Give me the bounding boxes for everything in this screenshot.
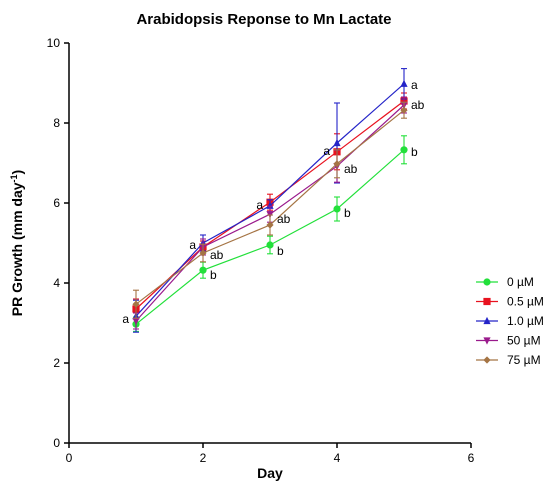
data-point — [333, 138, 341, 147]
annotation-label: a — [122, 312, 129, 326]
annotation-label: b — [411, 145, 418, 159]
legend-label: 50 µM — [507, 334, 541, 348]
x-tick-label: 6 — [468, 451, 475, 465]
annotation-label: ab — [277, 212, 291, 226]
series-4 — [132, 101, 408, 319]
legend-item: 0.5 µM — [476, 295, 544, 309]
y-axis-label: PR Growth (mm day-1) — [9, 170, 25, 316]
data-point — [266, 201, 274, 209]
annotation-label: b — [344, 206, 351, 220]
data-point — [199, 266, 207, 274]
data-point — [132, 300, 140, 308]
y-axis-label-main: PR Growth (mm day — [9, 182, 25, 316]
annotation-label: a — [323, 144, 330, 158]
y-axis-label-superscript: -1 — [9, 174, 19, 182]
data-point — [266, 241, 274, 249]
legend-label: 0.5 µM — [507, 295, 544, 309]
data-point — [333, 160, 341, 168]
annotation-label: a — [256, 198, 263, 212]
data-point — [400, 106, 408, 114]
annotation-label: ab — [344, 162, 358, 176]
x-axis-label: Day — [257, 465, 283, 481]
legend-item: 50 µM — [476, 334, 541, 348]
data-point — [266, 221, 274, 229]
axes: 0 2 4 6 0 2 4 6 8 10 — [47, 36, 475, 465]
data-point — [132, 317, 140, 326]
y-tick-label: 6 — [53, 196, 60, 210]
legend-marker — [483, 356, 491, 364]
chart-title: Arabidopsis Reponse to Mn Lactate — [136, 11, 391, 28]
legend-item: 75 µM — [476, 353, 541, 367]
legend-label: 75 µM — [507, 353, 541, 367]
data-point — [400, 146, 408, 154]
y-tick-label: 10 — [47, 36, 61, 50]
legend-label: 1.0 µM — [507, 314, 544, 328]
annotation-label: b — [210, 268, 217, 282]
y-tick-label: 2 — [53, 356, 60, 370]
legend-marker — [483, 278, 491, 286]
annotation-label: a — [411, 78, 418, 92]
y-tick-label: 0 — [53, 436, 60, 450]
annotation-label: a — [189, 238, 196, 252]
legend-marker — [483, 337, 491, 345]
data-point — [400, 79, 408, 87]
series-0 — [132, 135, 408, 332]
x-tick-label: 4 — [334, 451, 341, 465]
annotation-label: b — [277, 244, 284, 258]
legend-marker — [483, 297, 491, 306]
legend-label: 0 µM — [507, 275, 534, 289]
data-point — [333, 205, 341, 213]
legend-marker — [483, 316, 491, 325]
y-tick-label: 8 — [53, 116, 60, 130]
y-axis-label-close: ) — [9, 170, 25, 175]
x-tick-label: 0 — [66, 451, 73, 465]
plot-area — [132, 68, 408, 333]
data-point — [199, 249, 207, 257]
series-2 — [132, 68, 408, 333]
y-tick-label: 4 — [53, 276, 60, 290]
legend-item: 0 µM — [476, 275, 534, 289]
legend-item: 1.0 µM — [476, 314, 544, 328]
annotation-label: ab — [411, 98, 425, 112]
legend: 0 µM 0.5 µM 1.0 µM 50 µM 75 µM — [476, 275, 544, 367]
x-tick-label: 2 — [200, 451, 207, 465]
annotation-label: ab — [210, 248, 224, 262]
